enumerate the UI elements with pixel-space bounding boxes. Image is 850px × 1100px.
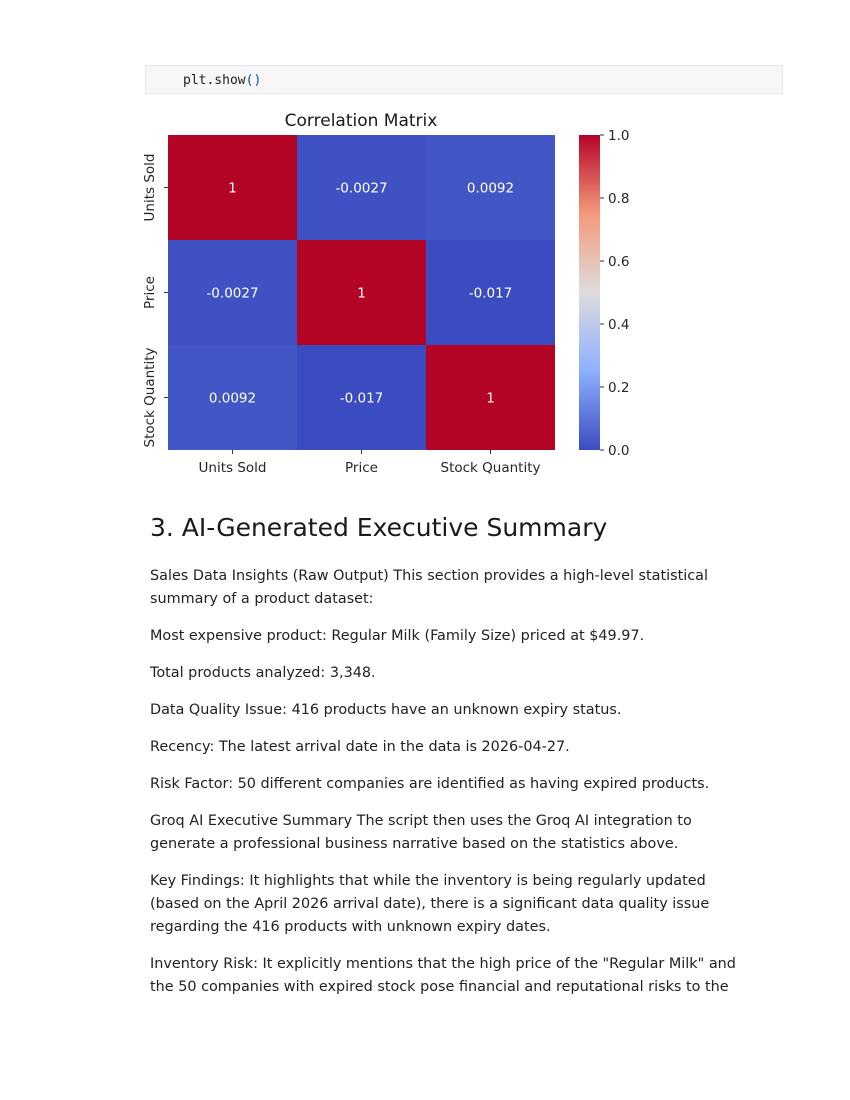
cell-annotation: 0.0092 <box>209 391 256 407</box>
correlation-heatmap: Correlation Matrix 1 -0.0027 0.0092 -0.0027… <box>142 111 629 476</box>
paragraph-risk-factor: Risk Factor: 50 different companies are … <box>150 776 710 792</box>
code-parens: () <box>245 73 262 88</box>
x-tick-label: Stock Quantity <box>441 460 541 476</box>
cell-annotation: -0.017 <box>340 391 384 407</box>
colorbar-tick-label: 0.6 <box>608 254 629 270</box>
heatmap-cell <box>168 135 297 240</box>
heatmap-cells: 1 -0.0027 0.0092 -0.0027 1 -0.017 0.0092 -0.017… <box>168 135 555 450</box>
x-tick-labels: Units Sold Price Stock Quantity <box>199 450 541 476</box>
paragraph-data-quality: Data Quality Issue: 416 products have an… <box>150 702 622 718</box>
y-tick-label: Units Sold <box>142 154 158 222</box>
paragraph-key-findings: Key Findings: It highlights that while t… <box>150 873 710 935</box>
colorbar-tick-label: 0.0 <box>608 443 629 459</box>
section-heading: 3. AI-Generated Executive Summary <box>150 513 608 542</box>
heatmap-cell <box>297 345 426 450</box>
code-cell: plt.show() <box>145 65 783 94</box>
cell-annotation: 1 <box>486 391 495 407</box>
y-tick-label: Stock Quantity <box>142 347 158 447</box>
x-tick-label: Price <box>345 460 378 476</box>
cell-annotation: -0.0027 <box>206 286 258 302</box>
cell-annotation: 1 <box>357 286 366 302</box>
code-function: plt.show <box>183 73 246 88</box>
colorbar-tick-label: 0.8 <box>608 191 629 207</box>
heatmap-cell <box>168 345 297 450</box>
colorbar-tick-label: 0.2 <box>608 380 629 396</box>
heatmap-cell <box>426 345 555 450</box>
colorbar-ticks: 0.0 0.2 0.4 0.6 0.8 1.0 <box>600 128 629 459</box>
heatmap-cell <box>168 240 297 345</box>
cell-annotation: 0.0092 <box>467 181 514 197</box>
colorbar-tick-label: 0.4 <box>608 317 629 333</box>
x-tick-label: Units Sold <box>199 460 267 476</box>
paragraph-total-products: Total products analyzed: 3,348. <box>150 665 376 681</box>
paragraph-inventory-risk: Inventory Risk: It explicitly mentions t… <box>150 956 736 995</box>
paragraph-recency: Recency: The latest arrival date in the … <box>150 739 570 755</box>
heatmap-cell <box>426 135 555 240</box>
heatmap-cell <box>426 240 555 345</box>
cell-annotation: 1 <box>228 181 237 197</box>
colorbar: 0.0 0.2 0.4 0.6 0.8 1.0 <box>579 128 629 459</box>
cell-annotation: -0.0027 <box>335 181 387 197</box>
heatmap-cell <box>297 240 426 345</box>
heatmap-cell <box>297 135 426 240</box>
code-line: plt.show() <box>183 73 261 88</box>
y-tick-labels: Units Sold Price Stock Quantity <box>142 154 168 448</box>
paragraph-groq-summary: Groq AI Executive Summary The script the… <box>150 813 692 852</box>
paragraph-most-expensive: Most expensive product: Regular Milk (Fa… <box>150 628 645 644</box>
y-tick-label: Price <box>142 276 158 309</box>
cell-annotation: -0.017 <box>469 286 513 302</box>
chart-title: Correlation Matrix <box>285 111 438 131</box>
paragraph-sales-insights: Sales Data Insights (Raw Output) This se… <box>150 568 708 607</box>
colorbar-tick-label: 1.0 <box>608 128 629 144</box>
colorbar-gradient <box>579 135 600 450</box>
summary-text: Sales Data Insights (Raw Output) This se… <box>150 565 750 1013</box>
